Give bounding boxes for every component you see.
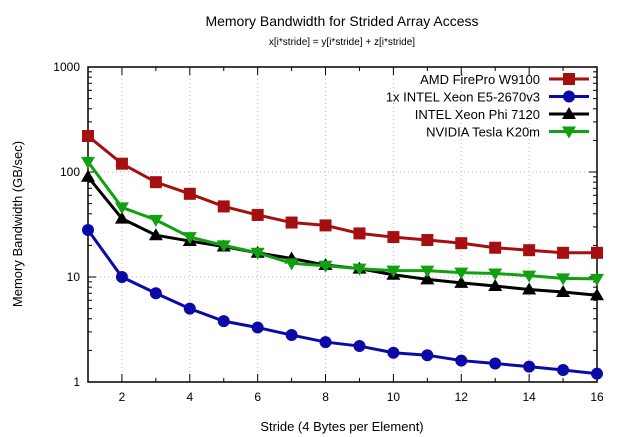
x-tick-label: 8	[322, 390, 329, 404]
x-tick-label: 10	[387, 390, 401, 404]
legend-label: NVIDIA Tesla K20m	[426, 125, 540, 140]
data-point	[522, 270, 537, 283]
data-point	[149, 287, 162, 300]
x-tick-label: 16	[590, 390, 604, 404]
x-tick-label: 2	[119, 390, 126, 404]
y-tick-label: 1	[73, 375, 80, 389]
legend-label: 1x INTEL Xeon E5-2670v3	[386, 90, 540, 105]
data-point	[217, 200, 230, 213]
data-point	[183, 187, 196, 200]
legend-marker	[563, 73, 575, 85]
data-point	[319, 336, 332, 349]
data-point	[353, 227, 366, 240]
x-tick-label: 6	[254, 390, 261, 404]
data-point	[455, 237, 468, 250]
data-point	[285, 216, 298, 229]
data-point	[556, 284, 571, 297]
data-point	[284, 258, 299, 271]
data-point	[386, 265, 401, 278]
data-point	[421, 234, 434, 247]
series-3	[81, 156, 604, 286]
y-tick-label: 100	[60, 165, 80, 179]
legend-label: AMD FirePro W9100	[420, 72, 540, 87]
chart-title: Memory Bandwidth for Strided Array Acces…	[205, 13, 478, 29]
data-point	[285, 329, 298, 342]
data-point	[183, 302, 196, 315]
data-point	[81, 156, 95, 169]
data-point	[217, 315, 230, 328]
series-2	[81, 169, 604, 301]
data-point	[489, 241, 502, 254]
y-tick-label: 10	[67, 270, 81, 284]
data-point	[148, 214, 163, 227]
series-1	[82, 224, 603, 380]
data-point	[488, 279, 503, 292]
legend-marker	[562, 107, 576, 119]
data-point	[557, 364, 570, 377]
data-point	[148, 228, 163, 241]
data-point	[420, 265, 435, 278]
data-point	[454, 275, 469, 288]
data-point	[420, 272, 435, 285]
legend-marker	[563, 90, 575, 103]
y-axis-label: Memory Bandwidth (GB/sec)	[10, 141, 25, 307]
data-point	[250, 247, 265, 260]
data-point	[114, 202, 129, 215]
data-point	[488, 268, 503, 281]
data-point	[523, 360, 536, 373]
data-point	[421, 349, 434, 362]
legend-label: INTEL Xeon Phi 7120	[415, 107, 540, 122]
data-point	[523, 244, 536, 257]
data-point	[352, 263, 367, 276]
data-point	[353, 340, 366, 353]
series-line	[87, 134, 597, 255]
series-0	[82, 130, 603, 259]
data-point	[319, 219, 332, 232]
data-point	[149, 176, 162, 189]
data-point	[387, 346, 400, 359]
data-point	[591, 367, 603, 380]
data-point	[251, 208, 264, 221]
x-tick-label: 14	[522, 390, 536, 404]
data-point	[454, 267, 469, 280]
data-point	[318, 260, 333, 273]
data-point	[387, 231, 400, 244]
data-point	[455, 354, 468, 367]
data-point	[489, 357, 502, 370]
data-point	[115, 271, 128, 283]
data-point	[591, 246, 603, 259]
chart-subtitle: x[i*stride] = y[i*stride] + z[i*stride]	[269, 37, 415, 48]
data-point	[82, 130, 94, 143]
x-axis-label: Stride (4 Bytes per Element)	[260, 419, 423, 434]
data-point	[590, 273, 604, 286]
data-point	[556, 273, 571, 286]
data-point	[81, 169, 95, 182]
data-point	[115, 157, 128, 170]
data-point	[557, 246, 570, 259]
series-line	[86, 229, 598, 376]
data-point	[216, 240, 231, 253]
data-point	[251, 321, 264, 334]
y-tick-label: 1000	[53, 60, 80, 74]
x-tick-label: 4	[186, 390, 193, 404]
x-tick-label: 12	[455, 390, 469, 404]
legend-marker	[562, 126, 576, 139]
data-point	[590, 288, 604, 301]
data-point	[82, 224, 94, 237]
data-point	[114, 211, 129, 224]
series-line	[86, 160, 598, 281]
data-point	[182, 232, 197, 245]
data-point	[522, 282, 537, 295]
